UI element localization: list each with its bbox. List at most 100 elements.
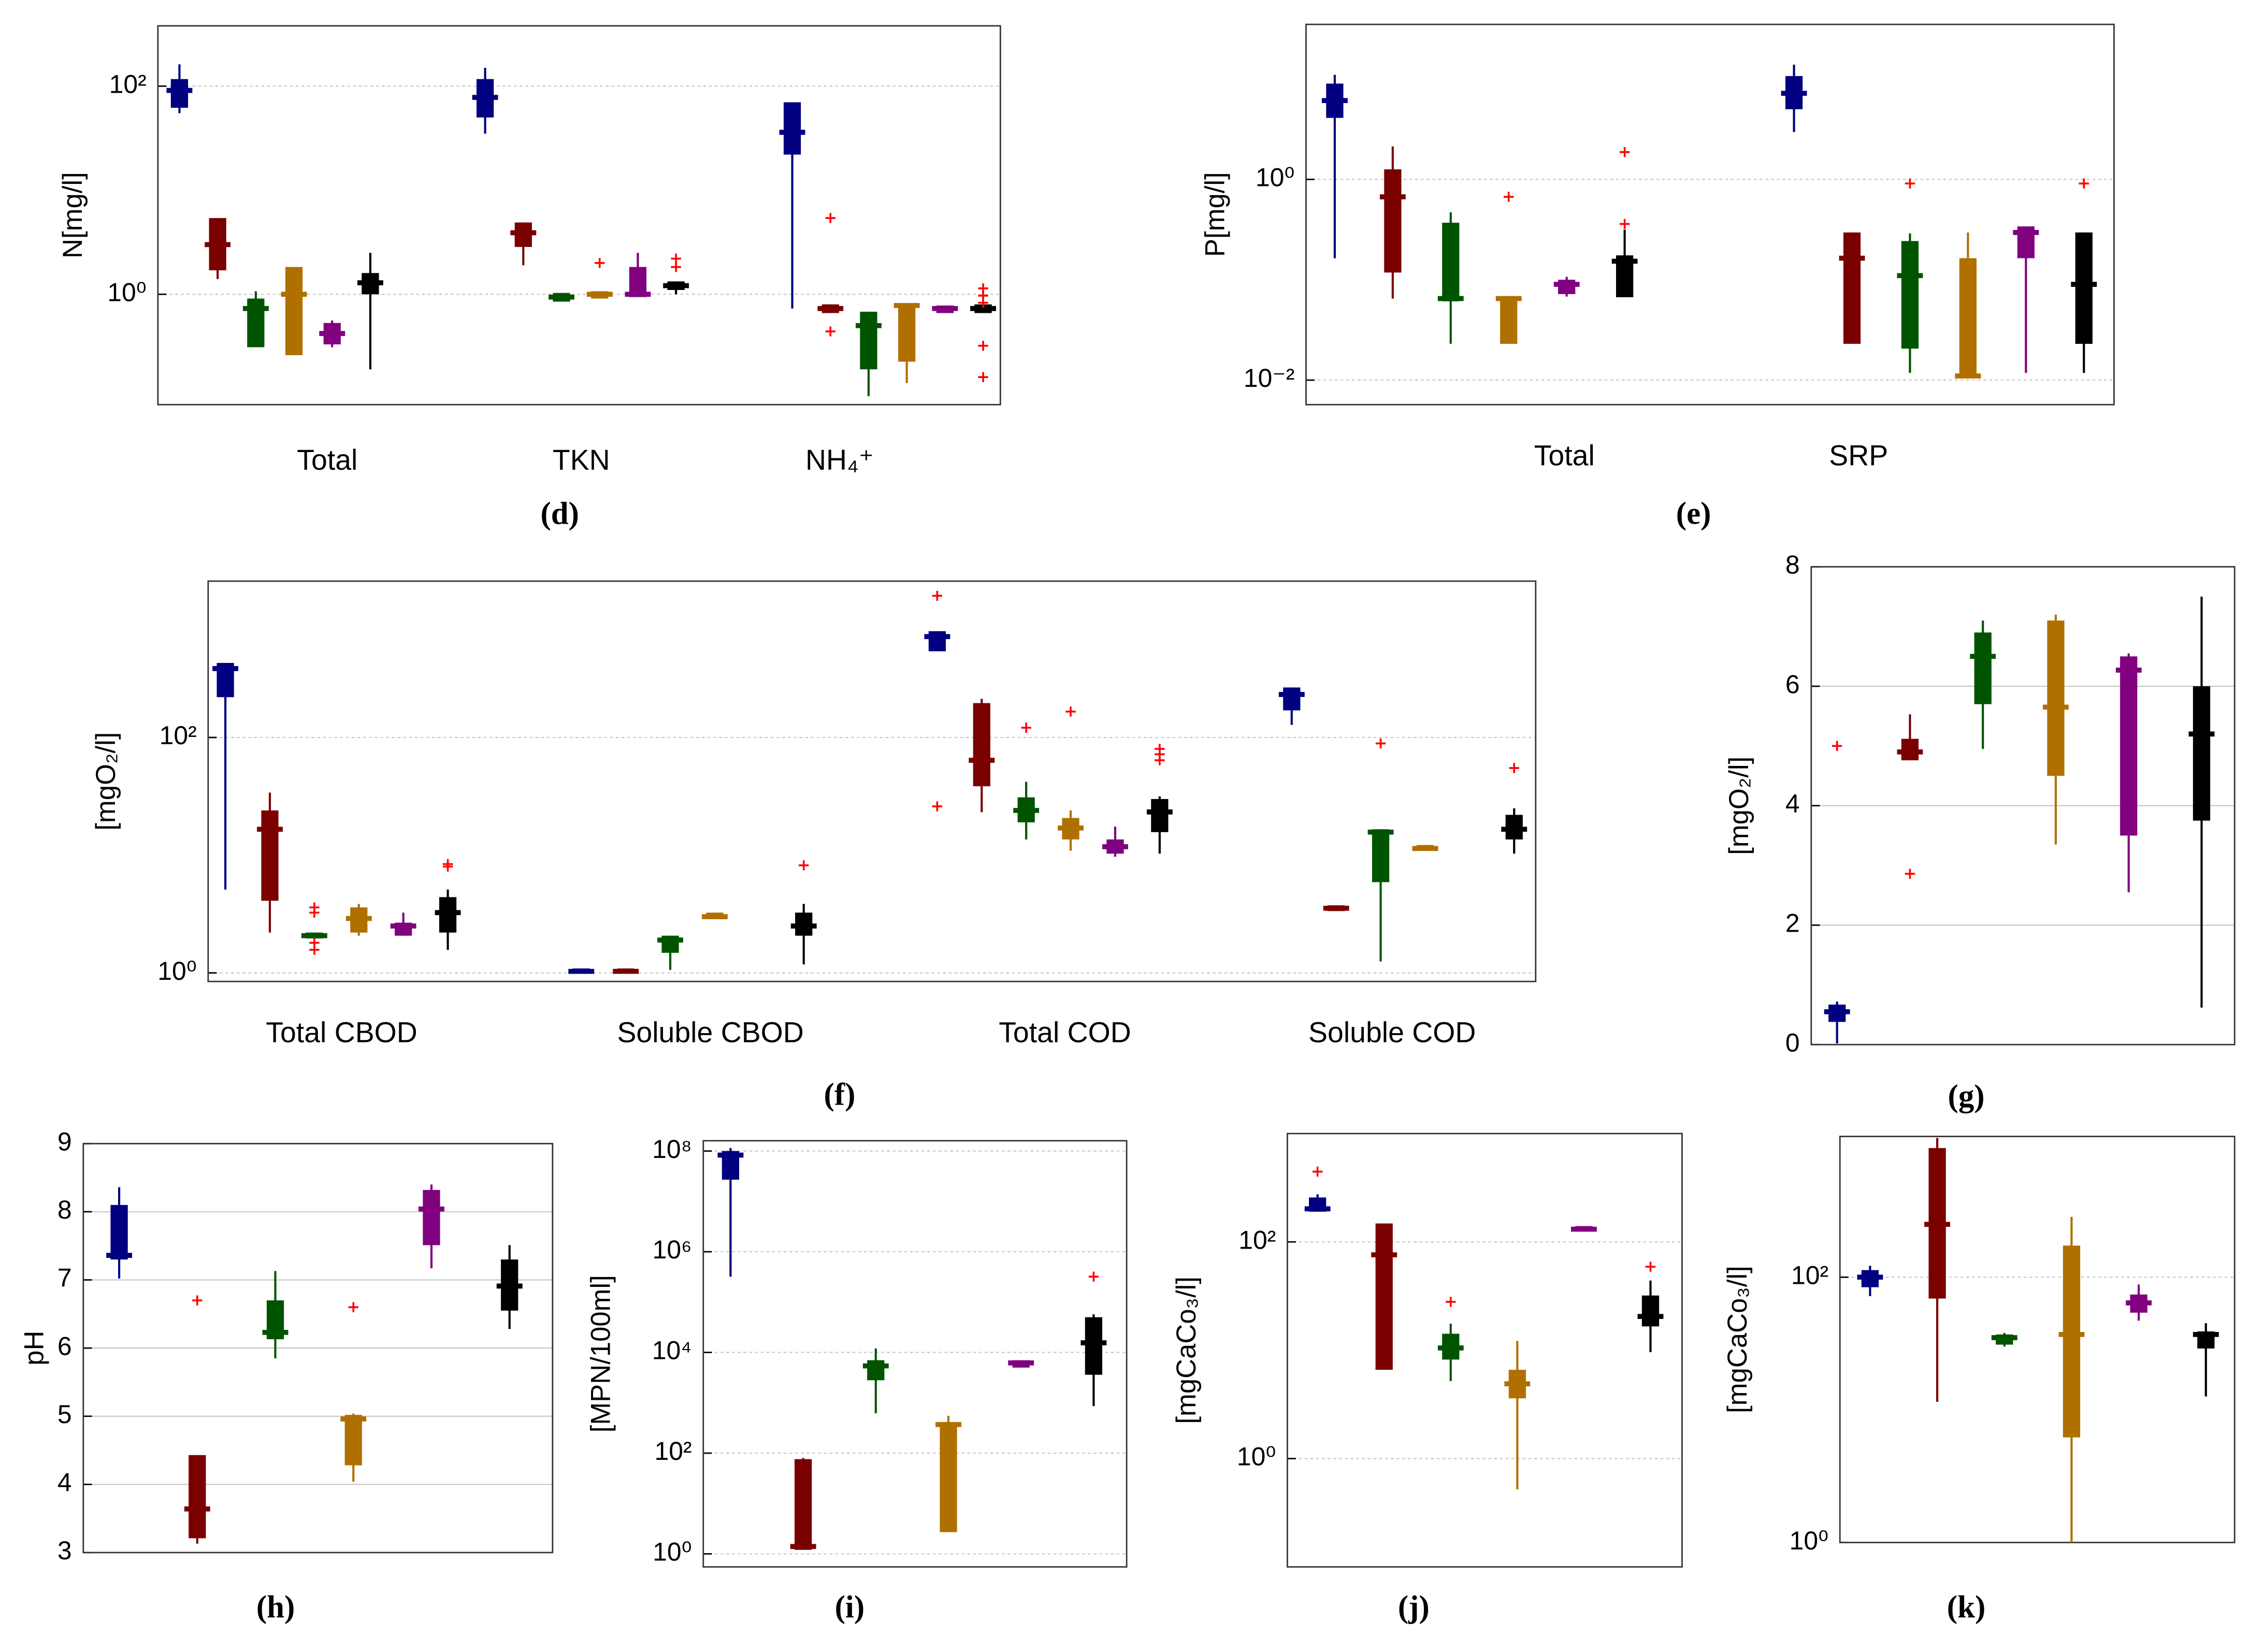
box — [1959, 258, 1977, 376]
y-tick-label: 2 — [1785, 909, 1800, 938]
y-tick-label: 8 — [1785, 550, 1800, 579]
panel-label: (f) — [824, 1078, 856, 1112]
outlier — [932, 801, 943, 811]
outlier — [978, 341, 988, 351]
outlier — [825, 213, 835, 223]
outlier — [1065, 706, 1076, 717]
panel-label: (i) — [835, 1590, 865, 1625]
outlier — [1905, 868, 1915, 879]
y-tick-label: 10² — [1238, 1225, 1276, 1254]
y-tick-label: 3 — [57, 1536, 72, 1565]
axes-frame — [702, 1140, 1128, 1568]
outlier — [309, 907, 320, 918]
plot-area — [1287, 1133, 1682, 1567]
box — [344, 1415, 362, 1466]
box — [973, 703, 990, 787]
category-label: Total CBOD — [266, 1016, 417, 1048]
panel-label: (h) — [256, 1590, 295, 1625]
y-tick-label: 10² — [1791, 1260, 1828, 1289]
box — [2047, 620, 2065, 776]
axes-frame — [1810, 566, 2236, 1046]
y-axis-label: [mgCaCo₃/l] — [1171, 1277, 1202, 1424]
box — [898, 305, 916, 362]
panel: 3 4 5 6 7 8 9 pH (h) — [19, 1127, 554, 1625]
category-label: SRP — [1829, 440, 1888, 472]
y-tick-label: 10⁰ — [1237, 1442, 1276, 1471]
category-label: Total COD — [999, 1016, 1131, 1048]
outlier — [1446, 1297, 1456, 1307]
y-axis-label: P[mg/l] — [1200, 172, 1231, 257]
y-tick-label: 10⁰ — [1256, 163, 1294, 192]
box — [1283, 687, 1301, 711]
category-label: Soluble CBOD — [617, 1016, 803, 1048]
y-tick-label: 10² — [160, 721, 197, 750]
box — [860, 311, 877, 370]
y-tick-label: 4 — [57, 1468, 72, 1497]
category-label: Soluble COD — [1308, 1016, 1476, 1048]
panel: 10⁰ 10² 10⁴ 10⁶ 10⁸ [MPN/100ml] (i) — [586, 1135, 1128, 1625]
box — [1500, 298, 1518, 344]
box — [1901, 241, 1919, 349]
y-tick-label: 6 — [57, 1331, 72, 1360]
box — [2193, 686, 2211, 821]
outlier — [671, 262, 681, 272]
outlier — [1509, 763, 1519, 773]
box — [1375, 1223, 1393, 1370]
box — [285, 267, 303, 355]
category-label: NH₄⁺ — [805, 444, 874, 476]
box — [2075, 232, 2093, 344]
axes-frame — [157, 25, 1001, 405]
panel-label: (k) — [1947, 1590, 1985, 1625]
y-tick-label: 9 — [57, 1127, 72, 1156]
category-label: Total — [1534, 440, 1595, 472]
category-label: Total — [297, 444, 357, 476]
box — [1843, 232, 1861, 344]
y-tick-label: 10⁰ — [157, 957, 196, 986]
outlier — [1312, 1166, 1323, 1177]
y-axis-label: [mgO₂/l] — [1724, 757, 1754, 855]
y-axis-label: pH — [19, 1331, 49, 1366]
box — [1442, 223, 1460, 301]
outlier — [1645, 1262, 1656, 1272]
y-tick-label: 10⁸ — [652, 1135, 692, 1164]
panel: 10⁰ 10² [mgCaCo₃/l] (k) — [1722, 1136, 2236, 1625]
axes-frame — [82, 1142, 554, 1554]
box — [1641, 1295, 1660, 1327]
y-axis-label: [mgO₂/l] — [91, 732, 121, 831]
y-tick-label: 10⁻² — [1244, 364, 1294, 393]
y-tick-label: 10⁴ — [652, 1336, 692, 1365]
box — [1151, 799, 1169, 832]
axes-frame — [1287, 1133, 1683, 1568]
outlier — [442, 861, 453, 872]
box — [1974, 632, 1992, 704]
outlier — [1905, 178, 1915, 189]
y-tick-label: 8 — [57, 1195, 72, 1224]
outlier — [1088, 1271, 1099, 1282]
box — [1384, 169, 1402, 273]
axes-frame — [1305, 23, 2115, 405]
y-tick-label: 10⁰ — [107, 278, 146, 307]
y-axis-label: [mgCaCo₃/l] — [1722, 1266, 1753, 1413]
outlier — [1155, 755, 1165, 765]
panel-label: (e) — [1676, 496, 1711, 531]
outlier — [1375, 738, 1386, 749]
box — [189, 1455, 206, 1539]
outlier — [978, 297, 988, 308]
panel-label: (j) — [1398, 1590, 1430, 1625]
box — [794, 1459, 812, 1550]
box — [783, 102, 801, 155]
outlier — [1504, 192, 1514, 202]
box — [261, 810, 279, 901]
panel: 0 2 4 6 8 [mgO₂/l] (g) — [1724, 550, 2236, 1113]
outlier — [1619, 147, 1630, 157]
outlier — [348, 1302, 358, 1312]
axes-frame — [1839, 1136, 2236, 1543]
box — [110, 1205, 128, 1260]
plot-area — [703, 1140, 1127, 1567]
box — [170, 79, 189, 108]
y-tick-label: 0 — [1785, 1028, 1800, 1057]
box — [1085, 1317, 1103, 1375]
outlier — [2079, 178, 2089, 189]
panel: 10⁻² 10⁰ P[mg/l] (e) Total SRP — [1200, 23, 2115, 531]
